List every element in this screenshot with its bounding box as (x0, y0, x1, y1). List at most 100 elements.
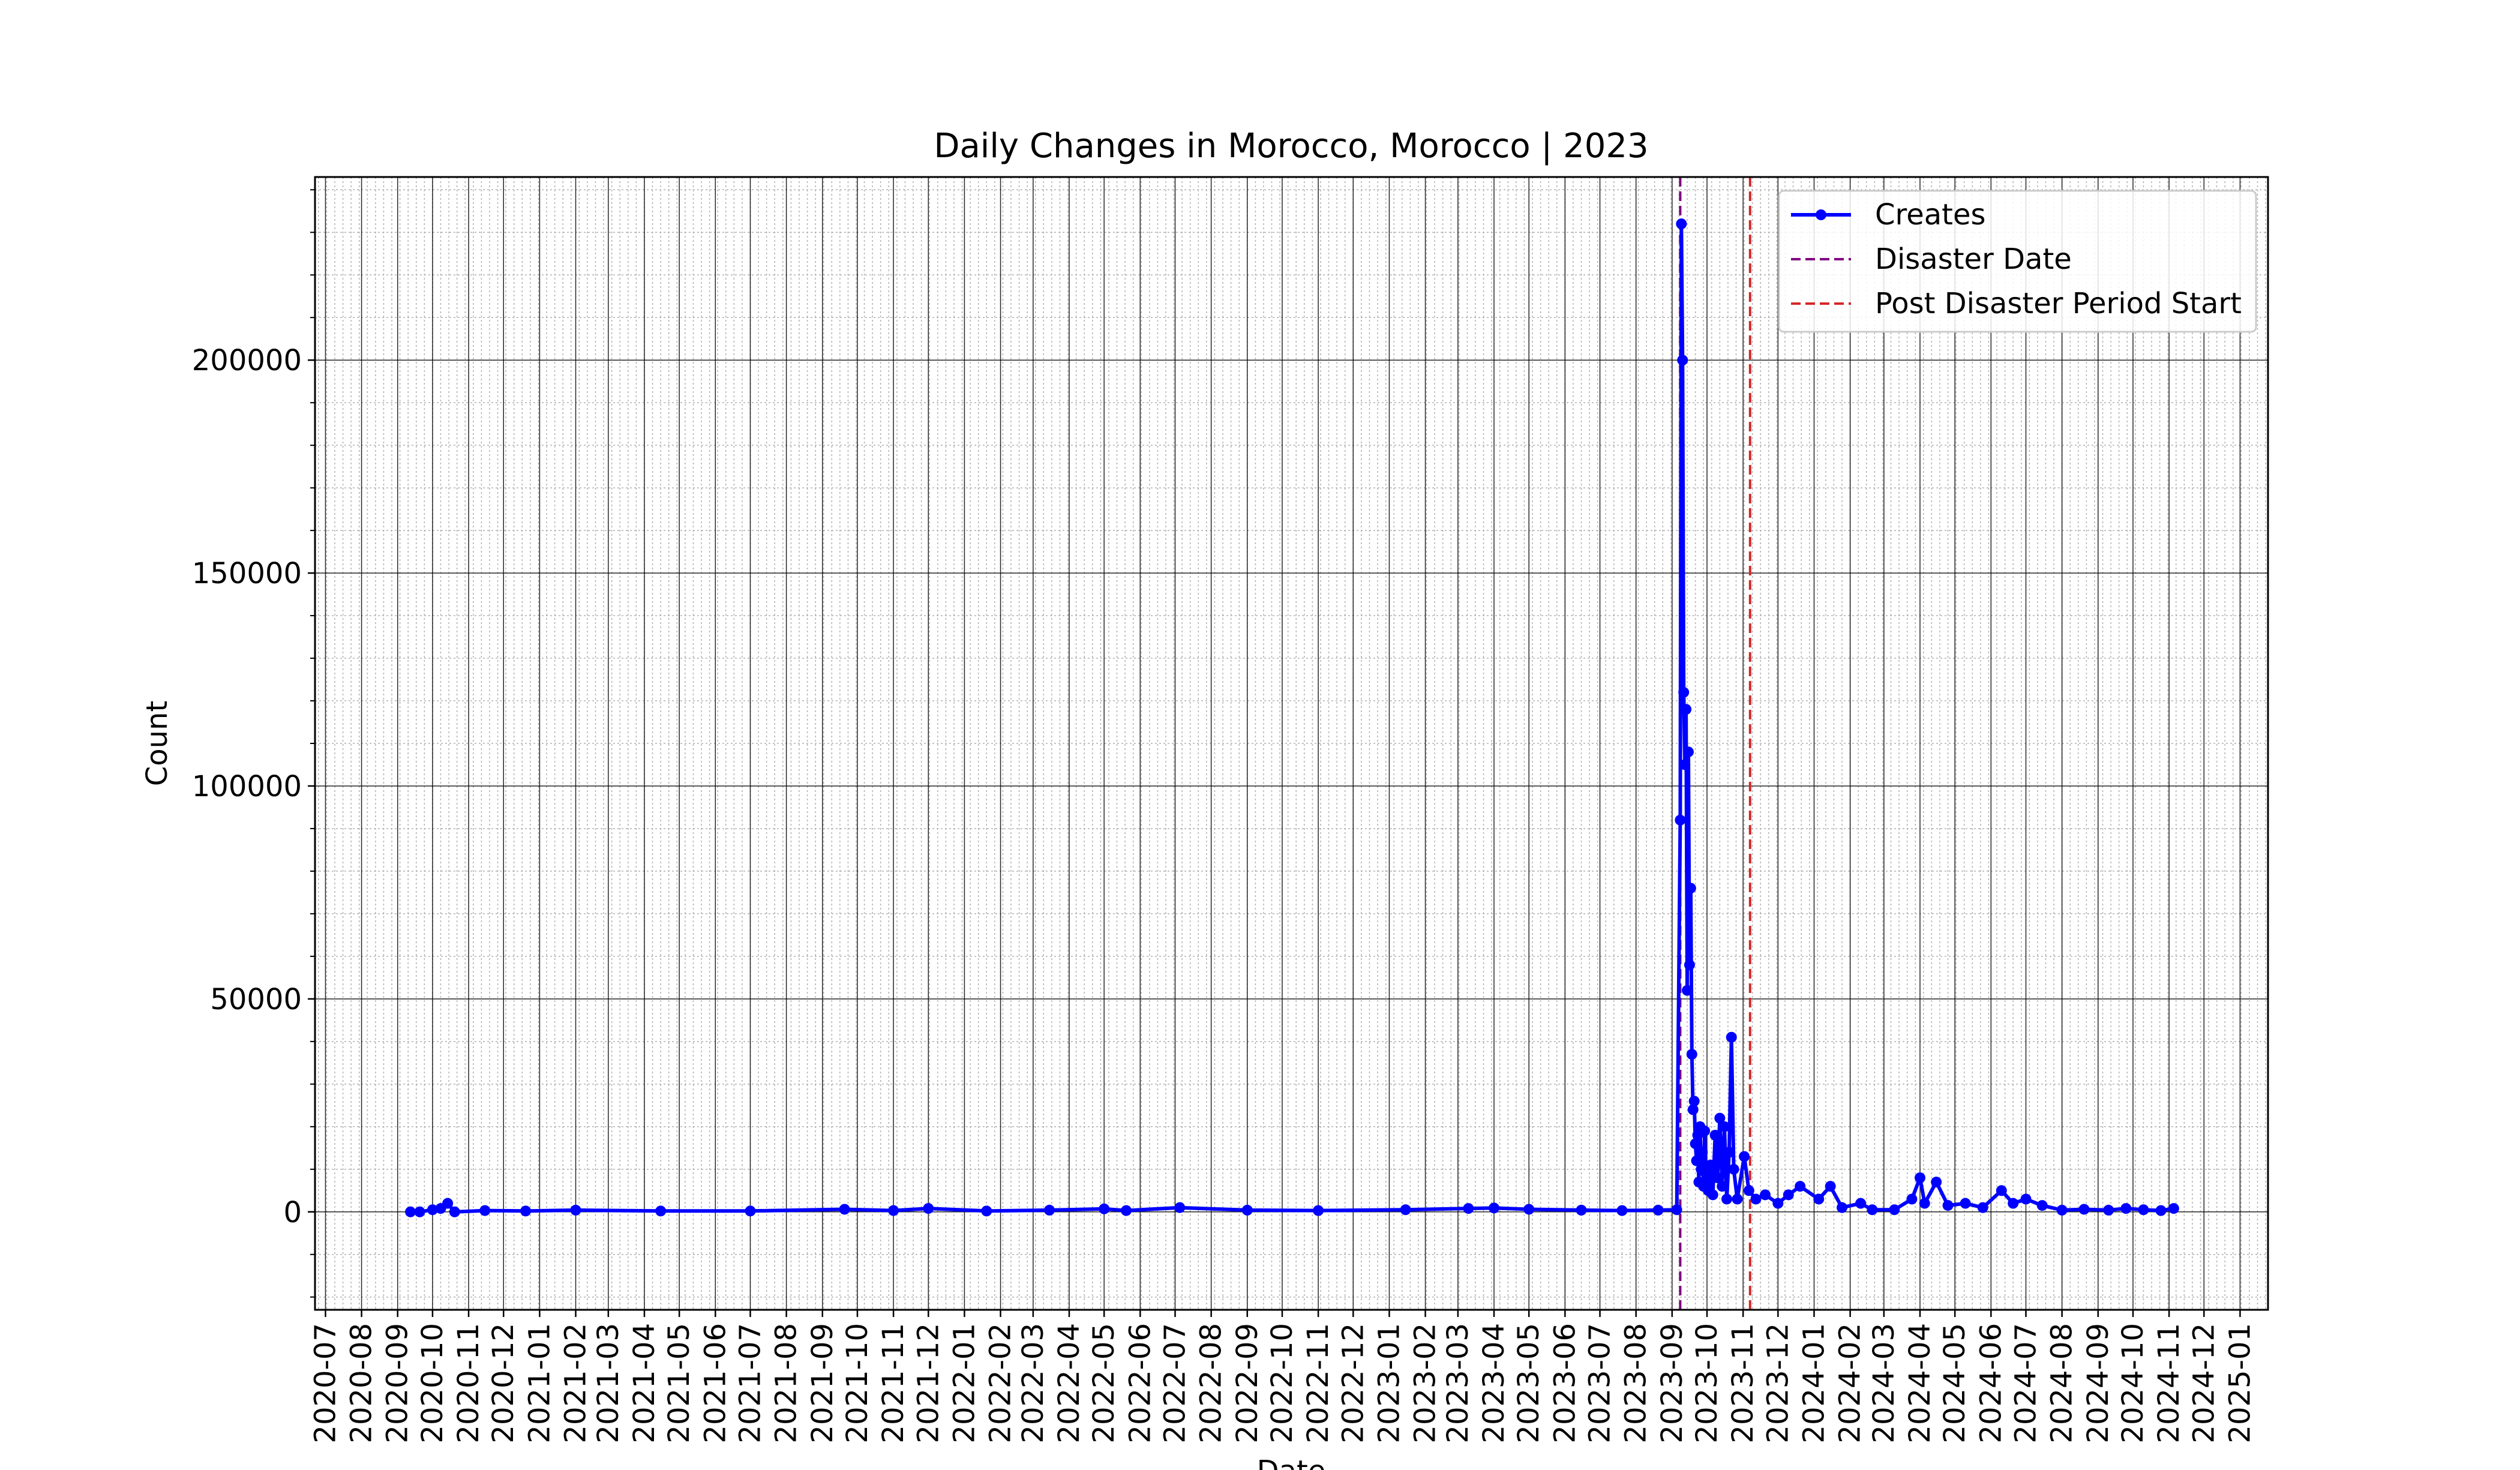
creates-data-point (520, 1205, 532, 1217)
creates-data-point (1679, 759, 1691, 770)
creates-data-point (449, 1206, 460, 1217)
creates-data-point (1732, 1193, 1743, 1205)
creates-data-point (1099, 1203, 1110, 1214)
legend-creates-label: Creates (1875, 198, 1986, 232)
x-tick-label: 2023-03 (1441, 1323, 1475, 1444)
x-tick-label: 2024-03 (1867, 1323, 1901, 1444)
creates-data-point (1699, 1125, 1711, 1136)
x-tick-label: 2021-12 (911, 1323, 945, 1444)
creates-data-point (1241, 1204, 1253, 1216)
creates-data-point (1678, 686, 1690, 698)
creates-data-point (1709, 1129, 1721, 1141)
x-tick-label: 2023-10 (1690, 1323, 1724, 1444)
x-tick-label: 2022-07 (1159, 1323, 1192, 1444)
creates-data-point (2138, 1204, 2149, 1216)
x-tick-label: 2024-10 (2116, 1323, 2150, 1444)
x-tick-label: 2022-12 (1336, 1323, 1370, 1444)
major-grid (315, 177, 2268, 1310)
x-tick-label: 2022-09 (1231, 1323, 1264, 1444)
x-tick-label: 2024-09 (2081, 1323, 2115, 1444)
x-tick-label: 2021-05 (662, 1323, 696, 1444)
y-tick-label: 100000 (192, 770, 302, 803)
x-tick-label: 2023-08 (1619, 1323, 1653, 1444)
x-tick-label: 2024-01 (1797, 1323, 1831, 1444)
creates-data-point (1906, 1193, 1918, 1205)
creates-data-point (1682, 746, 1694, 758)
y-axis-ticks: 0 50000 100000 150000 200000 (192, 189, 315, 1298)
creates-data-point (414, 1206, 425, 1217)
creates-data-point (1685, 883, 1696, 894)
creates-data-point (2008, 1198, 2019, 1209)
x-tick-label: 2024-06 (1974, 1323, 2008, 1444)
creates-data-point (1616, 1205, 1628, 1216)
x-tick-label: 2023-05 (1512, 1323, 1546, 1444)
creates-data-point (1996, 1185, 2007, 1196)
creates-data-point (1705, 1159, 1716, 1171)
x-tick-label: 2021-07 (733, 1323, 767, 1444)
creates-data-point (2120, 1203, 2132, 1214)
creates-data-point (1726, 1031, 1737, 1043)
creates-data-point (1728, 1163, 1739, 1175)
x-tick-label: 2020-10 (416, 1323, 449, 1444)
x-tick-label: 2021-08 (770, 1323, 803, 1444)
creates-data-point (1463, 1203, 1474, 1214)
x-axis-label: Date (1257, 1454, 1326, 1470)
legend-box (1778, 190, 2257, 333)
x-tick-label: 2023-12 (1761, 1323, 1795, 1444)
creates-data-point (1931, 1177, 1942, 1188)
creates-data-point (1684, 959, 1695, 971)
creates-data-point (1687, 1104, 1699, 1115)
creates-data-point (1697, 1147, 1708, 1158)
x-tick-label: 2021-04 (628, 1323, 661, 1444)
legend: Creates Disaster Date Post Disaster Peri… (1778, 190, 2257, 333)
creates-data-point (839, 1204, 850, 1215)
x-tick-label: 2024-12 (2187, 1323, 2221, 1444)
creates-data-point (1825, 1181, 1836, 1192)
x-tick-label: 2022-05 (1087, 1323, 1121, 1444)
creates-data-point (1760, 1189, 1771, 1201)
creates-data-point (745, 1205, 756, 1217)
creates-data-point (1681, 704, 1692, 715)
creates-data-point (442, 1198, 454, 1209)
creates-data-point (1675, 814, 1686, 826)
creates-data-point (1960, 1198, 1971, 1209)
creates-data-point (2078, 1204, 2090, 1215)
x-tick-label: 2024-07 (2009, 1323, 2043, 1444)
creates-data-point (1489, 1202, 1500, 1214)
x-tick-label: 2020-07 (308, 1323, 342, 1444)
creates-data-point (888, 1205, 899, 1216)
creates-data-point (1867, 1204, 1878, 1216)
creates-data-point (479, 1205, 491, 1216)
x-tick-label: 2024-11 (2152, 1323, 2186, 1444)
creates-data-point (1719, 1121, 1730, 1132)
x-tick-label: 2022-11 (1301, 1323, 1335, 1444)
creates-data-point (1121, 1205, 1132, 1216)
creates-data-point (1690, 1138, 1701, 1150)
creates-data-point (655, 1205, 667, 1217)
x-tick-label: 2022-08 (1195, 1323, 1228, 1444)
x-tick-label: 2022-06 (1123, 1323, 1157, 1444)
creates-data-point (1783, 1189, 1794, 1201)
creates-data-point (1712, 1172, 1723, 1183)
creates-data-point (1721, 1193, 1732, 1205)
y-tick-label: 200000 (192, 344, 302, 377)
x-tick-label: 2023-01 (1372, 1323, 1406, 1444)
x-tick-label: 2021-11 (877, 1323, 910, 1444)
x-tick-label: 2021-03 (592, 1323, 625, 1444)
x-tick-label: 2024-04 (1903, 1323, 1937, 1444)
creates-data-point (1714, 1112, 1726, 1124)
creates-data-point (1795, 1181, 1806, 1192)
x-tick-label: 2022-10 (1265, 1323, 1299, 1444)
creates-data-point (1313, 1205, 1324, 1216)
creates-data-point (1576, 1204, 1587, 1216)
creates-data-point (1942, 1200, 1954, 1211)
x-tick-label: 2022-01 (947, 1323, 981, 1444)
creates-data-point (981, 1205, 992, 1217)
creates-data-point (1174, 1202, 1186, 1213)
creates-data-point (1688, 1096, 1700, 1107)
creates-data-point (2168, 1203, 2179, 1214)
x-tick-label: 2021-02 (559, 1323, 593, 1444)
creates-data-point (1686, 1049, 1697, 1060)
y-tick-label: 0 (283, 1196, 302, 1229)
